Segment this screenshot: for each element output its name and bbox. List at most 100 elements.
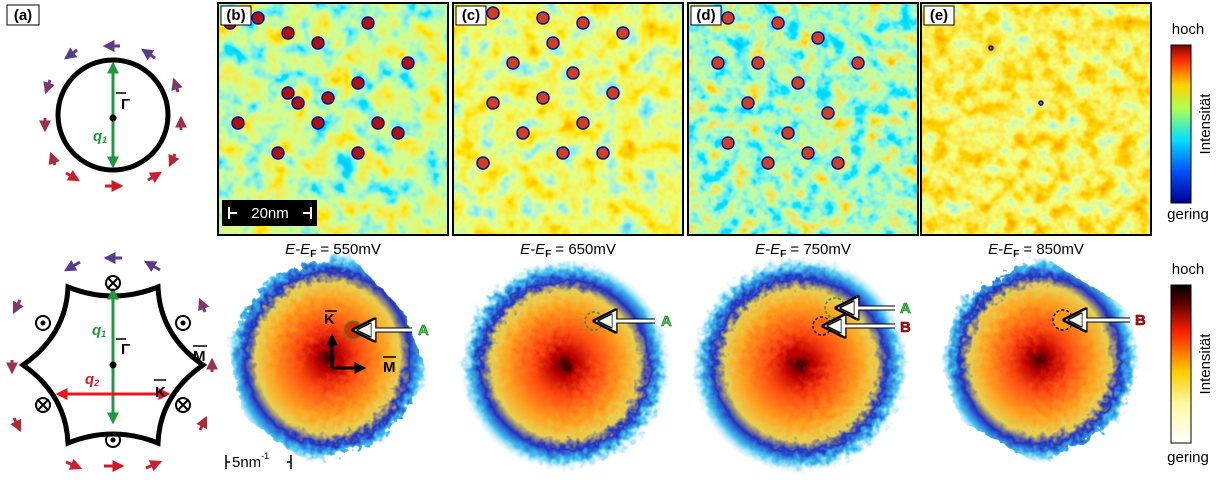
defect bbox=[802, 147, 814, 159]
gamma-label: Γ bbox=[121, 341, 130, 358]
shape bbox=[42, 322, 45, 325]
shape bbox=[148, 173, 160, 180]
q-text: q bbox=[92, 322, 101, 339]
energy-var: E-E bbox=[755, 241, 781, 258]
energy-label: E-EF = 850mV bbox=[988, 241, 1084, 260]
shape bbox=[940, 255, 1140, 465]
defect bbox=[282, 27, 294, 39]
stm-image bbox=[921, 3, 1151, 235]
energy-value: = 850mV bbox=[1019, 241, 1084, 258]
colorbar-low: gering bbox=[1167, 449, 1209, 466]
colorbar bbox=[1171, 285, 1191, 443]
colorbar-title: Intensität bbox=[1197, 333, 1214, 395]
q2-label: q2 bbox=[85, 371, 99, 388]
scalebar-label: 5nm-1 bbox=[232, 451, 269, 471]
defect bbox=[852, 57, 864, 69]
fft-images bbox=[208, 234, 1140, 475]
defect bbox=[617, 27, 629, 39]
colorbar bbox=[1171, 45, 1191, 203]
defect bbox=[392, 127, 404, 139]
shape bbox=[200, 418, 206, 430]
stm-image bbox=[688, 3, 918, 235]
shape bbox=[66, 262, 80, 270]
shape bbox=[208, 234, 447, 475]
shape bbox=[110, 115, 117, 122]
energy-label: E-EF = 550mV bbox=[285, 241, 381, 260]
defect bbox=[282, 87, 294, 99]
panel-label: (a) bbox=[14, 7, 32, 24]
a-label: A bbox=[900, 300, 911, 317]
shape bbox=[110, 362, 117, 369]
k-label: K bbox=[155, 384, 166, 401]
colorbar-high: hoch bbox=[1172, 261, 1205, 278]
defect bbox=[477, 157, 489, 169]
shape bbox=[146, 462, 160, 468]
defect bbox=[312, 37, 324, 49]
shape bbox=[344, 321, 362, 339]
defect bbox=[812, 32, 824, 44]
stm-image bbox=[453, 3, 683, 235]
a-label: A bbox=[418, 322, 429, 339]
circle-diagram bbox=[45, 46, 181, 186]
defect bbox=[362, 17, 374, 29]
defect bbox=[352, 77, 364, 89]
defect bbox=[792, 77, 804, 89]
defect bbox=[507, 57, 519, 69]
shape bbox=[66, 462, 80, 468]
defect bbox=[312, 117, 324, 129]
defect bbox=[252, 12, 264, 24]
defect bbox=[517, 127, 529, 139]
gamma-label: Γ bbox=[121, 96, 130, 113]
q1-label: q1 bbox=[92, 322, 106, 339]
q-sub: 1 bbox=[101, 329, 106, 339]
energy-var: E-E bbox=[520, 241, 546, 258]
defect bbox=[372, 117, 384, 129]
shape bbox=[460, 260, 670, 470]
b-label: B bbox=[1135, 312, 1146, 329]
defect bbox=[322, 92, 334, 104]
energy-var: E-E bbox=[988, 241, 1014, 258]
k-label: K bbox=[324, 311, 335, 328]
defect bbox=[712, 57, 724, 69]
defect bbox=[742, 97, 754, 109]
unit-exp: -1 bbox=[261, 451, 269, 461]
defect bbox=[1039, 101, 1043, 105]
shape bbox=[174, 80, 178, 92]
defect bbox=[832, 157, 844, 169]
q1-label: q1 bbox=[93, 128, 107, 145]
colorbar-low: gering bbox=[1167, 206, 1209, 223]
shape bbox=[200, 300, 205, 312]
shape bbox=[14, 300, 20, 312]
m-label: M bbox=[383, 359, 396, 376]
defect bbox=[822, 107, 834, 119]
defect bbox=[537, 12, 549, 24]
panel-label: (d) bbox=[696, 7, 715, 24]
q-text: q bbox=[85, 371, 94, 388]
energy-value: = 750mV bbox=[786, 241, 851, 258]
q-sub: 2 bbox=[93, 378, 99, 388]
shape bbox=[46, 80, 50, 92]
hexagon-diagram bbox=[12, 258, 212, 468]
defect bbox=[597, 147, 609, 159]
defect bbox=[402, 57, 414, 69]
panel-label: (e) bbox=[930, 7, 948, 24]
unit: 5nm bbox=[232, 454, 261, 471]
defect bbox=[292, 97, 304, 109]
panel-label: (b) bbox=[226, 7, 245, 24]
defect bbox=[487, 97, 499, 109]
shape bbox=[66, 173, 78, 180]
energy-label: E-EF = 750mV bbox=[755, 241, 851, 260]
colorbar-title: Intensität bbox=[1197, 93, 1214, 155]
defect bbox=[537, 92, 549, 104]
defect bbox=[772, 17, 784, 29]
defect bbox=[577, 17, 589, 29]
energy-value: = 550mV bbox=[316, 241, 381, 258]
shape bbox=[1053, 310, 1073, 330]
m-label: M bbox=[193, 348, 206, 365]
defect bbox=[607, 87, 619, 99]
q-sub: 1 bbox=[102, 135, 107, 145]
shape bbox=[178, 400, 188, 410]
shape bbox=[692, 257, 908, 473]
defect bbox=[722, 137, 734, 149]
defect bbox=[722, 12, 734, 24]
